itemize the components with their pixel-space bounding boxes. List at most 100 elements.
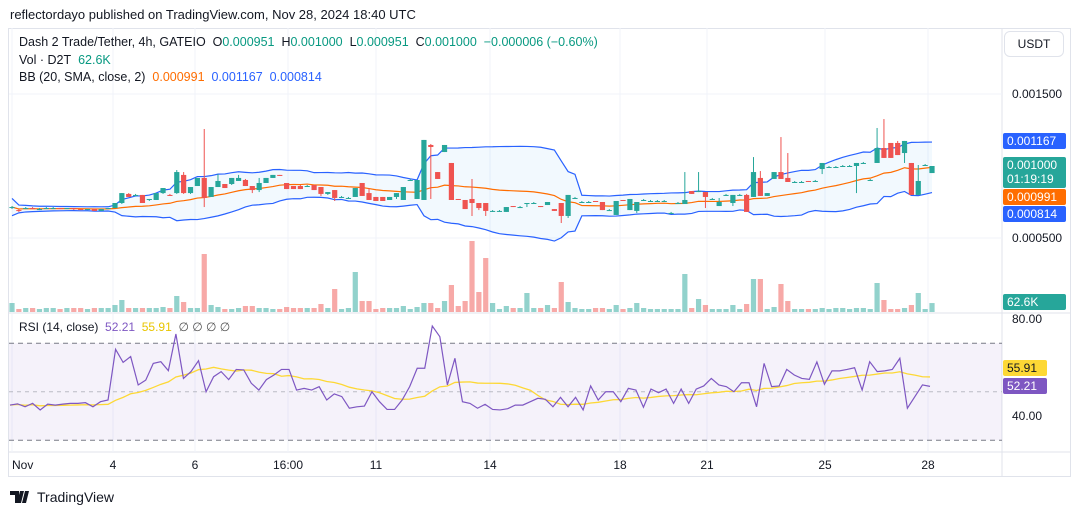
volume-bar xyxy=(181,302,187,312)
open-value: 0.000951 xyxy=(222,35,275,49)
volume-bar xyxy=(874,283,880,312)
bb-basis-tag: 0.000991 xyxy=(1007,190,1057,204)
legend-bollinger[interactable]: BB (20, SMA, close, 2) 0.000991 0.001167… xyxy=(19,70,322,84)
legend-volume[interactable]: Vol · D2T 62.6K xyxy=(19,53,111,67)
bb-upper-value: 0.001167 xyxy=(211,70,263,84)
candle-body xyxy=(64,208,70,210)
volume-bar xyxy=(387,308,393,312)
volume-bar xyxy=(737,309,743,312)
volume-bar xyxy=(586,309,592,312)
candle xyxy=(641,198,647,201)
candle-body xyxy=(915,180,921,195)
candle xyxy=(565,194,571,218)
candle xyxy=(826,166,832,169)
candle xyxy=(119,193,125,205)
volume-bar xyxy=(613,305,619,312)
volume-tag: 62.6K xyxy=(1007,295,1038,309)
volume-bar xyxy=(723,309,729,312)
volume-bar xyxy=(263,308,269,312)
candle-body xyxy=(771,172,777,179)
volume-bar xyxy=(750,279,757,312)
candle-body xyxy=(881,148,887,158)
candle-body xyxy=(805,180,812,182)
volume-bar xyxy=(235,308,242,312)
candle xyxy=(888,142,894,158)
symbol-title[interactable]: Dash 2 Trade/Tether, 4h, GATEIO xyxy=(19,35,206,49)
candle xyxy=(153,193,159,200)
rsi-ma-line xyxy=(9,366,931,407)
candle xyxy=(462,199,468,210)
close-label: C xyxy=(415,35,425,49)
candle xyxy=(695,172,702,193)
candle-body xyxy=(709,198,715,200)
candle xyxy=(290,186,297,190)
volume-bar xyxy=(888,309,894,312)
legend-rsi[interactable]: RSI (14, close) 52.21 55.91 ∅ ∅ ∅ ∅ xyxy=(19,320,230,334)
candle xyxy=(798,180,805,183)
volume-bar xyxy=(332,289,338,312)
candle xyxy=(702,192,709,209)
candle xyxy=(531,202,537,205)
candle-body xyxy=(860,162,866,164)
bb-basis-value: 0.000991 xyxy=(152,70,205,84)
candle-body xyxy=(661,200,667,202)
candle-body xyxy=(737,194,743,196)
candle-body xyxy=(105,208,111,210)
volume-bar xyxy=(826,309,832,312)
volume-bar xyxy=(290,308,297,312)
volume-bar xyxy=(380,308,386,312)
volume-bar xyxy=(627,308,633,312)
candle-body xyxy=(29,208,36,210)
candle-body xyxy=(249,186,255,191)
volume-bar xyxy=(64,308,70,312)
high-label: H xyxy=(281,35,291,49)
candle-body xyxy=(194,177,200,187)
candle xyxy=(112,203,118,209)
candle-body xyxy=(9,207,15,209)
candle-body xyxy=(421,139,427,200)
candle xyxy=(730,194,736,207)
candle-body xyxy=(908,162,915,195)
candle-body xyxy=(338,196,345,198)
candle-body xyxy=(352,188,358,197)
currency-button[interactable]: USDT xyxy=(1004,31,1064,57)
candle xyxy=(867,178,873,181)
tradingview-logo[interactable]: TradingView xyxy=(10,489,114,505)
candle-body xyxy=(695,191,702,193)
volume-bar xyxy=(524,293,530,312)
volume-bar xyxy=(538,308,544,312)
candle-body xyxy=(592,200,599,202)
candle-body xyxy=(222,184,228,189)
candle xyxy=(496,210,503,212)
candle-body xyxy=(126,193,132,197)
candle xyxy=(785,153,791,182)
candle-body xyxy=(641,199,647,201)
candle xyxy=(489,210,496,212)
rsi-tick-label: 80.00 xyxy=(1012,312,1042,326)
volume-bar xyxy=(16,309,22,312)
candle xyxy=(9,206,15,210)
volume-bar xyxy=(634,303,640,312)
volume-bar xyxy=(311,308,317,312)
candle xyxy=(592,200,599,202)
volume-bar xyxy=(23,308,29,312)
volume-bar xyxy=(544,305,551,312)
candle-body xyxy=(853,162,860,166)
volume-bar xyxy=(778,284,784,312)
candle-body xyxy=(201,177,207,198)
price-tick-label: 0.000500 xyxy=(1012,231,1062,245)
candle-body xyxy=(689,191,695,194)
candle-body xyxy=(153,193,159,200)
candle-body xyxy=(785,177,791,182)
candle xyxy=(84,209,91,211)
volume-bar xyxy=(277,309,283,312)
candle xyxy=(833,166,839,169)
candle-body xyxy=(359,182,365,196)
rsi-tick-label: 40.00 xyxy=(1012,409,1042,423)
rsi-tag: 52.21 xyxy=(1007,379,1037,393)
volume-bar xyxy=(860,308,866,312)
candle-body xyxy=(613,200,619,215)
candle xyxy=(613,200,619,215)
candle-body xyxy=(606,210,612,212)
